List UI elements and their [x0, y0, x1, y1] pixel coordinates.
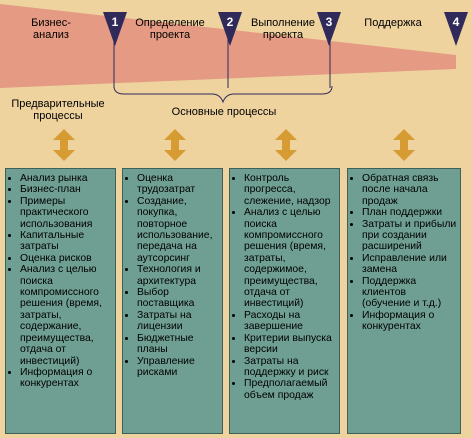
list-item: Предполагаемый объем продаж	[244, 378, 336, 401]
triangle-down-icon	[317, 12, 341, 46]
list-item: Затраты и прибыли при создании расширени…	[362, 219, 457, 253]
stage-label-support: Поддержка	[364, 17, 422, 29]
triangle-down-icon	[444, 12, 468, 46]
double-arrow-icon	[53, 129, 75, 161]
support-tasks-box: Обратная связь после начала продаж План …	[347, 168, 461, 434]
list-item: Управление рисками	[137, 356, 219, 379]
list-item: Критерии выпуска версии	[244, 333, 336, 356]
list-item: Информация о конкурентах	[362, 310, 457, 333]
list-item: Бюджетные планы	[137, 333, 219, 356]
list-item: Затраты на поддержку и риск	[244, 356, 336, 379]
main-processes-brace	[113, 85, 333, 104]
preliminary-processes-heading: Предварительные процессы	[11, 98, 105, 122]
triangle-down-icon	[103, 12, 127, 46]
double-arrow-icon	[275, 129, 297, 161]
milestone-marker-1: 1	[103, 12, 127, 48]
milestone-number: 4	[452, 15, 460, 29]
main-processes-heading: Основные процессы	[171, 106, 277, 118]
task-list: Обратная связь после начала продаж План …	[351, 173, 457, 333]
milestone-number: 1	[111, 15, 119, 29]
list-item: Оценка трудозатрат	[137, 173, 219, 196]
list-item: Технология и архитектура	[137, 264, 219, 287]
stage-label-business-analysis: Бизнес- анализ	[31, 17, 71, 41]
triangle-down-icon	[218, 12, 242, 46]
milestone-number: 2	[226, 15, 234, 29]
milestone-marker-3: 3	[317, 12, 341, 48]
task-list: Оценка трудозатрат Создание, покупка, по…	[126, 173, 219, 378]
milestone-marker-4: 4	[444, 12, 468, 48]
task-list: Анализ рынка Бизнес-план Примеры практич…	[9, 173, 112, 390]
list-item: Обратная связь после начала продаж	[362, 173, 457, 207]
list-item: Информация о конкурентах	[20, 367, 112, 390]
task-list: Контроль прогресса, слежение, надзор Ана…	[233, 173, 336, 401]
double-arrow-icon	[164, 129, 186, 161]
milestone-marker-2: 2	[218, 12, 242, 48]
milestone-number: 3	[325, 15, 333, 29]
list-item: План поддержки	[362, 207, 457, 218]
project-definition-tasks-box: Оценка трудозатрат Создание, покупка, по…	[122, 168, 223, 434]
list-item: Бизнес-план	[20, 184, 112, 195]
project-execution-tasks-box: Контроль прогресса, слежение, надзор Ана…	[229, 168, 340, 434]
business-analysis-tasks-box: Анализ рынка Бизнес-план Примеры практич…	[5, 168, 116, 434]
list-item: Анализ с целью поиска компромиссного реш…	[244, 207, 336, 310]
list-item: Анализ рынка	[20, 173, 112, 184]
list-item: Капитальные затраты	[20, 230, 112, 253]
list-item: Затраты на лицензии	[137, 310, 219, 333]
list-item: Расходы на завершение	[244, 310, 336, 333]
double-arrow-icon	[393, 129, 415, 161]
list-item: Создание, покупка, повторное использован…	[137, 196, 219, 264]
list-item: Анализ с целью поиска компромиссного реш…	[20, 264, 112, 367]
list-item: Оценка рисков	[20, 253, 112, 264]
list-item: Выбор поставщика	[137, 287, 219, 310]
stage-label-project-execution: Выполнение проекта	[250, 17, 316, 41]
list-item: Исправление или замена	[362, 253, 457, 276]
list-item: Примеры практического использования	[20, 196, 112, 230]
list-item: Поддержка клиентов (обучение и т.д.)	[362, 276, 457, 310]
stage-label-project-definition: Определение проекта	[135, 17, 205, 41]
list-item: Контроль прогресса, слежение, надзор	[244, 173, 336, 207]
